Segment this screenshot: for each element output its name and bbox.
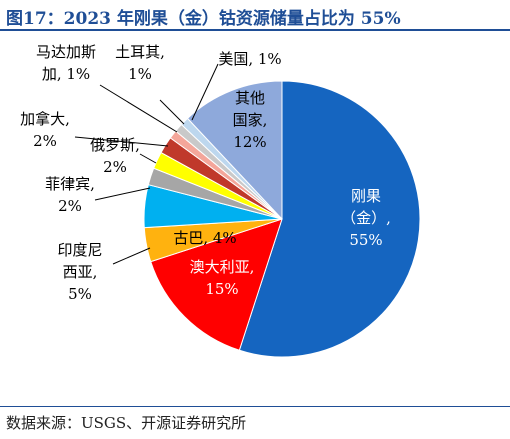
leader-lines — [74, 63, 219, 265]
slice-label: 俄罗斯, 2% — [90, 136, 140, 176]
pie-slices — [143, 80, 421, 358]
slice-label: 菲律宾, 2% — [45, 175, 95, 215]
slice-label: 马达加斯加, 1% — [36, 43, 96, 83]
slice-label: 其他国家, 12% — [233, 89, 268, 151]
source-note: 数据来源：USGS、开源证券研究所 — [6, 414, 247, 432]
slice-label: 澳大利亚, 15% — [190, 258, 255, 298]
title-divider — [0, 29, 510, 31]
slice-labels: 刚果（金）, 55% 澳大利亚, 15% 古巴, 4% 印度尼西亚, 5% 菲律宾, 2%俄罗斯… — [20, 43, 391, 303]
slice-label: 刚果（金）, 55% — [341, 187, 391, 249]
pie-slice — [238, 80, 421, 358]
leader-line — [74, 136, 169, 147]
slice-label: 土耳其, 1% — [115, 43, 165, 83]
leader-line — [112, 247, 151, 265]
pie-slice — [186, 80, 283, 221]
pie-chart: 刚果（金）, 55% 澳大利亚, 15% 古巴, 4% 印度尼西亚, 5% 菲律宾, 2%俄罗斯… — [20, 43, 421, 358]
leader-line — [99, 84, 178, 133]
slice-label: 美国, 1% — [218, 50, 281, 68]
leader-line — [159, 99, 185, 125]
pie-slice — [150, 218, 283, 351]
chart-title: 图17：2023 年刚果（金）钴资源储量占比为 55% — [6, 9, 401, 29]
leader-line — [139, 153, 157, 164]
slice-label: 加拿大, 2% — [20, 110, 70, 150]
slice-label: 印度尼西亚, 5% — [57, 241, 102, 303]
leader-line — [191, 63, 219, 121]
leader-line — [94, 187, 151, 201]
footer-divider — [0, 406, 510, 407]
slice-label: 古巴, 4% — [173, 229, 236, 247]
